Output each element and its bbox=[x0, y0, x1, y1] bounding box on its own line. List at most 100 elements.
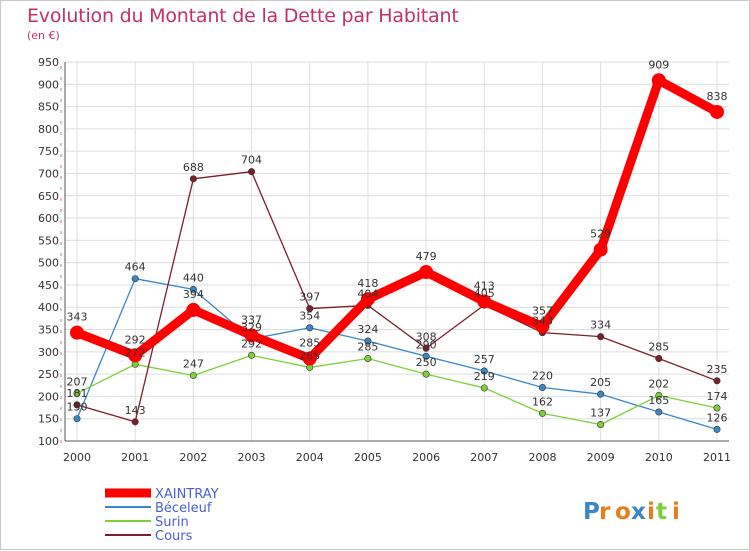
data-label: 150 bbox=[67, 401, 88, 414]
logo-letter: i bbox=[672, 499, 680, 525]
data-point bbox=[713, 377, 721, 385]
data-label: 479 bbox=[416, 250, 437, 263]
data-label: 405 bbox=[474, 287, 495, 300]
series-line-xaintray bbox=[72, 75, 722, 364]
data-point bbox=[186, 302, 201, 317]
data-point bbox=[131, 418, 139, 426]
y-tick-label: 950 bbox=[38, 56, 59, 69]
y-tick-label: 550 bbox=[38, 234, 59, 247]
data-label: 397 bbox=[299, 291, 320, 304]
logo-letter: x bbox=[631, 499, 646, 525]
data-label: 220 bbox=[532, 369, 553, 382]
x-tick-label: 2009 bbox=[587, 451, 615, 464]
x-tick-label: 2008 bbox=[528, 451, 556, 464]
logo-letter: i bbox=[647, 499, 655, 525]
data-label: 207 bbox=[67, 375, 88, 388]
data-label: 357 bbox=[532, 304, 553, 317]
series-lines bbox=[70, 73, 724, 433]
data-label: 529 bbox=[590, 228, 611, 241]
data-point bbox=[306, 305, 314, 313]
y-tick-label: 300 bbox=[38, 346, 59, 359]
y-tick-label: 850 bbox=[38, 101, 59, 114]
data-point bbox=[477, 294, 492, 309]
data-point bbox=[73, 389, 81, 397]
data-label: 343 bbox=[67, 311, 88, 324]
data-label: 285 bbox=[357, 341, 378, 354]
data-label: 202 bbox=[648, 378, 669, 391]
legend-label: Surin bbox=[155, 515, 189, 530]
data-point bbox=[302, 351, 317, 366]
data-label: 909 bbox=[648, 58, 669, 71]
data-point bbox=[189, 371, 197, 379]
data-label: 162 bbox=[532, 395, 553, 408]
x-tick-label: 2004 bbox=[296, 451, 324, 464]
data-point bbox=[597, 421, 605, 429]
data-label: 324 bbox=[357, 323, 378, 336]
y-tick-label: 350 bbox=[38, 324, 59, 337]
data-point bbox=[189, 285, 197, 293]
data-point bbox=[422, 370, 430, 378]
data-point bbox=[422, 352, 430, 360]
data-label: 404 bbox=[357, 287, 378, 300]
data-label: 290 bbox=[416, 338, 437, 351]
y-tick-label: 200 bbox=[38, 390, 59, 403]
x-tick-label: 2005 bbox=[354, 451, 382, 464]
data-label: 329 bbox=[241, 321, 262, 334]
data-point bbox=[131, 275, 139, 283]
x-tick-label: 2000 bbox=[63, 451, 91, 464]
logo-letter: t bbox=[656, 499, 667, 525]
logo-letter: o bbox=[615, 499, 631, 525]
data-point bbox=[480, 384, 488, 392]
data-label: 337 bbox=[241, 313, 262, 326]
data-label: 688 bbox=[183, 161, 204, 174]
data-point bbox=[538, 409, 546, 417]
y-tick-label: 250 bbox=[38, 368, 59, 381]
data-label: 704 bbox=[241, 154, 262, 167]
chart-title: Evolution du Montant de la Dette par Hab… bbox=[27, 5, 459, 27]
data-label: 334 bbox=[590, 319, 611, 332]
series-line-cours bbox=[76, 171, 718, 423]
logo-letter: P bbox=[583, 499, 600, 525]
logo-letter: r bbox=[599, 499, 611, 525]
data-label: 265 bbox=[299, 349, 320, 362]
y-tick-label: 900 bbox=[38, 78, 59, 91]
y-tick-label: 500 bbox=[38, 257, 59, 270]
data-labels: 150 464 440 329 354 324 290 257 220 205 165 126 207 2… bbox=[67, 58, 728, 424]
data-label: 308 bbox=[416, 330, 437, 343]
data-label: 292 bbox=[241, 337, 262, 350]
data-label: 418 bbox=[357, 277, 378, 290]
x-tick-label: 2006 bbox=[412, 451, 440, 464]
data-point bbox=[419, 265, 434, 280]
data-point bbox=[360, 292, 375, 307]
data-label: 272 bbox=[125, 346, 146, 359]
data-label: 285 bbox=[299, 337, 320, 350]
chart-subtitle: (en €) bbox=[27, 29, 60, 42]
data-point bbox=[244, 328, 259, 343]
x-tick-label: 2011 bbox=[703, 451, 731, 464]
data-point bbox=[651, 73, 666, 88]
data-label: 440 bbox=[183, 271, 204, 284]
data-label: 413 bbox=[474, 279, 495, 292]
y-tick-label: 100 bbox=[38, 435, 59, 448]
y-tick-label: 750 bbox=[38, 145, 59, 158]
data-label: 181 bbox=[67, 387, 88, 400]
data-label: 143 bbox=[125, 404, 146, 417]
data-point bbox=[73, 415, 81, 423]
data-point bbox=[535, 319, 550, 334]
data-point bbox=[655, 355, 663, 363]
grid-lines bbox=[65, 61, 729, 442]
data-point bbox=[73, 401, 81, 409]
data-label: 137 bbox=[590, 407, 611, 420]
data-point bbox=[248, 168, 256, 176]
data-point bbox=[710, 104, 724, 119]
data-point bbox=[597, 333, 605, 341]
data-point bbox=[128, 348, 143, 363]
y-tick-label: 800 bbox=[38, 123, 59, 136]
x-tick-label: 2001 bbox=[121, 451, 149, 464]
legend-label: Cours bbox=[155, 529, 193, 544]
y-tick-label: 450 bbox=[38, 279, 59, 292]
data-point bbox=[364, 355, 372, 363]
